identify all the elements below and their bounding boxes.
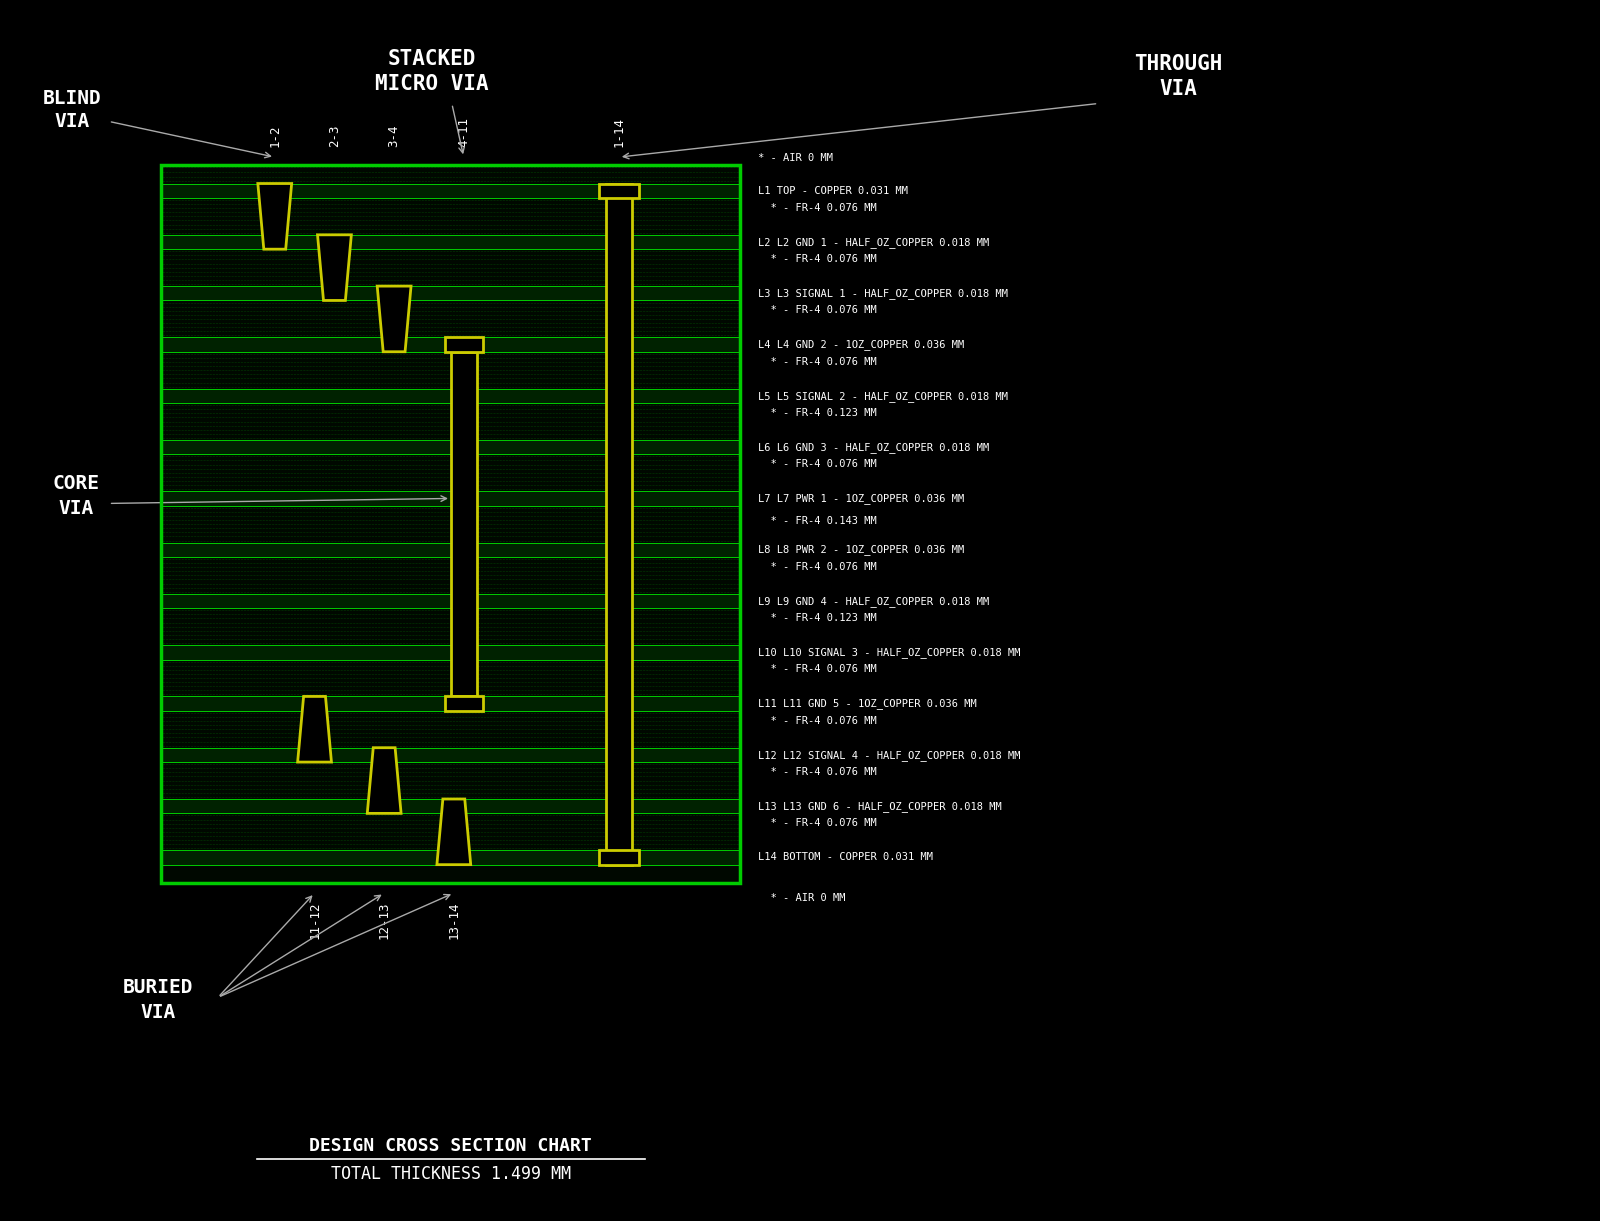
Text: L11 L11 GND 5 - 1OZ_COPPER 0.036 MM: L11 L11 GND 5 - 1OZ_COPPER 0.036 MM	[758, 698, 978, 709]
Text: 11-12: 11-12	[309, 901, 322, 939]
Bar	[598, 183, 638, 198]
Bar	[162, 491, 741, 505]
Text: L3 L3 SIGNAL 1 - HALF_OZ_COPPER 0.018 MM: L3 L3 SIGNAL 1 - HALF_OZ_COPPER 0.018 MM	[758, 288, 1008, 299]
Text: 12-13: 12-13	[378, 901, 390, 939]
Text: * - FR-4 0.076 MM: * - FR-4 0.076 MM	[758, 459, 877, 469]
Text: * - FR-4 0.076 MM: * - FR-4 0.076 MM	[758, 254, 877, 264]
Text: BURIED: BURIED	[123, 978, 194, 996]
Text: 13-14: 13-14	[448, 901, 461, 939]
Polygon shape	[368, 747, 402, 813]
Text: L10 L10 SIGNAL 3 - HALF_OZ_COPPER 0.018 MM: L10 L10 SIGNAL 3 - HALF_OZ_COPPER 0.018 …	[758, 647, 1021, 658]
Text: VIA: VIA	[141, 1002, 176, 1022]
Bar	[162, 165, 741, 883]
Bar	[162, 850, 741, 864]
Bar	[162, 505, 741, 542]
Bar	[162, 762, 741, 799]
Bar	[162, 696, 741, 711]
Text: * - AIR 0 MM: * - AIR 0 MM	[758, 893, 846, 904]
Bar	[162, 557, 741, 593]
Text: L4 L4 GND 2 - 1OZ_COPPER 0.036 MM: L4 L4 GND 2 - 1OZ_COPPER 0.036 MM	[758, 339, 965, 350]
Text: 3-4: 3-4	[387, 125, 400, 148]
Text: VIA: VIA	[58, 499, 93, 518]
Bar	[162, 165, 741, 183]
Text: * - FR-4 0.076 MM: * - FR-4 0.076 MM	[758, 818, 877, 828]
Text: * - FR-4 0.076 MM: * - FR-4 0.076 MM	[758, 767, 877, 777]
Text: VIA: VIA	[1158, 78, 1197, 99]
Text: STACKED: STACKED	[387, 49, 477, 68]
Bar	[162, 286, 741, 300]
Text: L7 L7 PWR 1 - 1OZ_COPPER 0.036 MM: L7 L7 PWR 1 - 1OZ_COPPER 0.036 MM	[758, 493, 965, 504]
Polygon shape	[298, 696, 331, 762]
Bar	[162, 454, 741, 491]
Bar	[162, 403, 741, 440]
Text: * - FR-4 0.076 MM: * - FR-4 0.076 MM	[758, 203, 877, 212]
Bar	[162, 711, 741, 747]
Text: L13 L13 GND 6 - HALF_OZ_COPPER 0.018 MM: L13 L13 GND 6 - HALF_OZ_COPPER 0.018 MM	[758, 801, 1002, 812]
Text: BLIND: BLIND	[43, 89, 101, 107]
Bar	[162, 183, 741, 198]
Bar	[162, 440, 741, 454]
Text: * - FR-4 0.123 MM: * - FR-4 0.123 MM	[758, 613, 877, 623]
Text: * - AIR 0 MM: * - AIR 0 MM	[758, 153, 834, 164]
Text: * - FR-4 0.123 MM: * - FR-4 0.123 MM	[758, 408, 877, 418]
Bar	[162, 165, 741, 883]
Bar	[162, 813, 741, 850]
Polygon shape	[437, 799, 470, 864]
Text: TOTAL THICKNESS 1.499 MM: TOTAL THICKNESS 1.499 MM	[331, 1165, 571, 1183]
Bar	[162, 198, 741, 234]
Text: * - FR-4 0.076 MM: * - FR-4 0.076 MM	[758, 562, 877, 571]
Text: L8 L8 PWR 2 - 1OZ_COPPER 0.036 MM: L8 L8 PWR 2 - 1OZ_COPPER 0.036 MM	[758, 545, 965, 556]
Bar	[445, 696, 483, 711]
Text: L14 BOTTOM - COPPER 0.031 MM: L14 BOTTOM - COPPER 0.031 MM	[758, 852, 933, 862]
Bar	[451, 352, 477, 696]
Bar	[162, 864, 741, 883]
Text: * - FR-4 0.076 MM: * - FR-4 0.076 MM	[758, 357, 877, 366]
Text: * - FR-4 0.143 MM: * - FR-4 0.143 MM	[758, 515, 877, 525]
Bar	[445, 337, 483, 352]
Text: 2-3: 2-3	[328, 125, 341, 148]
Text: THROUGH: THROUGH	[1134, 54, 1222, 73]
Bar	[606, 183, 632, 864]
Bar	[598, 850, 638, 864]
Bar	[162, 388, 741, 403]
Bar	[162, 542, 741, 557]
Bar	[162, 234, 741, 249]
Text: 1-14: 1-14	[613, 117, 626, 148]
Bar	[162, 645, 741, 659]
Bar	[162, 608, 741, 645]
Bar	[162, 593, 741, 608]
Bar	[162, 337, 741, 352]
Polygon shape	[317, 234, 352, 300]
Bar	[162, 249, 741, 286]
Text: MICRO VIA: MICRO VIA	[374, 73, 488, 94]
Text: L2 L2 GND 1 - HALF_OZ_COPPER 0.018 MM: L2 L2 GND 1 - HALF_OZ_COPPER 0.018 MM	[758, 237, 989, 248]
Text: CORE: CORE	[53, 474, 99, 493]
Text: DESIGN CROSS SECTION CHART: DESIGN CROSS SECTION CHART	[309, 1137, 592, 1155]
Text: VIA: VIA	[54, 112, 90, 131]
Text: L6 L6 GND 3 - HALF_OZ_COPPER 0.018 MM: L6 L6 GND 3 - HALF_OZ_COPPER 0.018 MM	[758, 442, 989, 453]
Bar	[162, 799, 741, 813]
Bar	[162, 352, 741, 388]
Text: L9 L9 GND 4 - HALF_OZ_COPPER 0.018 MM: L9 L9 GND 4 - HALF_OZ_COPPER 0.018 MM	[758, 596, 989, 607]
Text: 4-11: 4-11	[458, 117, 470, 148]
Text: * - FR-4 0.076 MM: * - FR-4 0.076 MM	[758, 305, 877, 315]
Bar	[162, 300, 741, 337]
Text: L1 TOP - COPPER 0.031 MM: L1 TOP - COPPER 0.031 MM	[758, 186, 909, 195]
Text: * - FR-4 0.076 MM: * - FR-4 0.076 MM	[758, 664, 877, 674]
Text: L5 L5 SIGNAL 2 - HALF_OZ_COPPER 0.018 MM: L5 L5 SIGNAL 2 - HALF_OZ_COPPER 0.018 MM	[758, 391, 1008, 402]
Bar	[162, 747, 741, 762]
Text: * - FR-4 0.076 MM: * - FR-4 0.076 MM	[758, 716, 877, 725]
Text: L12 L12 SIGNAL 4 - HALF_OZ_COPPER 0.018 MM: L12 L12 SIGNAL 4 - HALF_OZ_COPPER 0.018 …	[758, 750, 1021, 761]
Polygon shape	[258, 183, 291, 249]
Text: 1-2: 1-2	[269, 125, 282, 148]
Bar	[162, 659, 741, 696]
Polygon shape	[378, 286, 411, 352]
